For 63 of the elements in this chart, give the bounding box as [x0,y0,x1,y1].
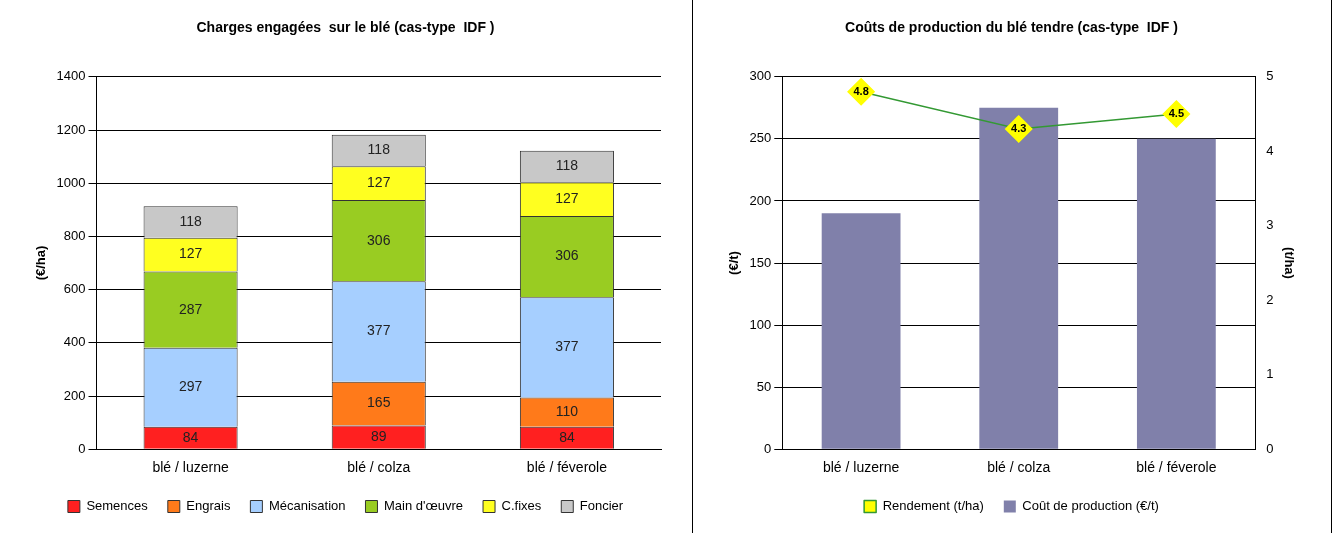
y2-tick-label: 3 [1266,217,1274,233]
y-axis-title: (€/t) [726,251,742,275]
y-tick-label: 250 [749,130,772,146]
x-tick-label: blé / colza [347,459,411,476]
data-label: 377 [555,338,579,355]
x-tick-label: blé / colza [987,459,1051,476]
data-label: 127 [178,245,203,262]
y-tick-label: 200 [63,387,86,403]
y-tick-label: 600 [63,281,86,297]
data-label: 89 [370,427,387,444]
data-label: 84 [559,428,575,445]
x-tick-label: blé / luzerne [152,459,229,476]
data-label: 127 [367,173,391,190]
data-label: 118 [179,212,202,229]
y2-tick-label: 4 [1266,142,1274,158]
data-label: 377 [367,322,391,339]
legend-label: Main d'œuvre [383,498,464,514]
y2-tick-label: 1 [1266,366,1274,382]
y-tick-label: 50 [756,378,772,394]
data-label: 4.5 [1168,107,1185,120]
data-label: 110 [555,403,579,420]
y-tick-label: 0 [78,440,86,456]
chart-title: Coûts de production du blé tendre (cas-type IDF ) [845,19,1178,36]
legend-label: Mécanisation [268,498,346,514]
y-tick-label: 400 [63,334,86,350]
y2-tick-label: 0 [1266,440,1274,456]
y2-tick-label: 2 [1266,291,1274,307]
legend-label: C.fixes [501,498,542,514]
data-label: 4.3 [1011,121,1027,134]
bar [821,213,901,449]
data-label: 297 [178,378,203,395]
legend-label: Engrais [186,498,231,514]
y2-tick-label: 5 [1266,68,1274,84]
y-tick-label: 1400 [56,68,86,84]
bar [1136,138,1216,449]
x-tick-label: blé / féverole [1136,459,1217,476]
data-label: 118 [555,157,579,174]
y2-axis-title: (t/ha) [1281,247,1297,279]
legend-label: Rendement (t/ha) [882,498,984,514]
data-label: 84 [182,428,199,445]
legend-label: Semences [86,498,149,514]
x-tick-label: blé / féverole [526,459,608,476]
y-axis-title: (€/ha) [33,245,49,281]
data-label: 118 [367,141,391,158]
data-label: 306 [555,247,579,264]
y-tick-label: 0 [764,440,772,456]
y-tick-label: 800 [63,227,86,243]
y-tick-label: 100 [749,316,772,332]
chart-title: Charges engagées sur le blé (cas-type IDF ) [196,19,495,36]
y-tick-label: 1200 [56,121,86,137]
y-tick-label: 200 [749,192,772,208]
data-label: 127 [555,189,579,206]
data-label: 306 [367,231,391,248]
legend-label: Coût de production (€/t) [1022,498,1159,514]
data-label: 165 [367,394,391,411]
data-label: 4.8 [853,84,869,97]
y-tick-label: 1000 [56,174,86,190]
x-tick-label: blé / luzerne [822,459,900,476]
y-tick-label: 300 [749,68,772,84]
data-label: 287 [178,300,203,317]
y-tick-label: 150 [749,254,772,270]
legend-label: Foncier [579,498,624,514]
bar [979,107,1059,449]
